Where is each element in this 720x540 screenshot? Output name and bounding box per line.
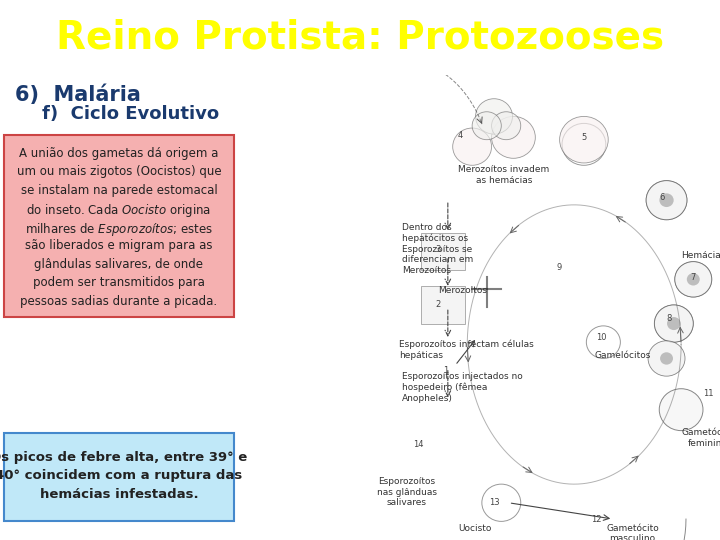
FancyBboxPatch shape	[421, 286, 465, 323]
Text: 4: 4	[457, 131, 463, 139]
Text: hemácias infestadas.: hemácias infestadas.	[40, 488, 198, 501]
Text: milhares de $\bf{\it{Esporozoítos}}$; estes: milhares de $\bf{\it{Esporozoítos}}$; es…	[25, 220, 213, 238]
Text: 14: 14	[413, 440, 424, 449]
Text: podem ser transmitidos para: podem ser transmitidos para	[33, 276, 205, 289]
Text: 11: 11	[703, 389, 713, 398]
Circle shape	[492, 117, 536, 158]
Text: 5: 5	[581, 133, 587, 142]
Text: do inseto. Cada $\bf{\it{Oocisto}}$ origina: do inseto. Cada $\bf{\it{Oocisto}}$ orig…	[27, 202, 212, 219]
Text: 6)  Malária: 6) Malária	[15, 85, 141, 105]
Text: 9: 9	[557, 263, 562, 272]
Text: Merozoítos invadem
as hemácias: Merozoítos invadem as hemácias	[458, 165, 549, 185]
Circle shape	[687, 273, 700, 286]
Text: 12: 12	[591, 515, 601, 524]
Circle shape	[660, 352, 673, 365]
Circle shape	[492, 112, 521, 140]
Text: 10: 10	[595, 333, 606, 342]
Text: pessoas sadias durante a picada.: pessoas sadias durante a picada.	[20, 294, 217, 307]
Text: 13: 13	[489, 498, 500, 507]
Text: 2: 2	[436, 300, 441, 309]
Text: Gametócito
masculino: Gametócito masculino	[606, 524, 659, 540]
Text: são liberados e migram para as: são liberados e migram para as	[25, 239, 212, 252]
Text: A união dos gametas dá origem a: A união dos gametas dá origem a	[19, 146, 219, 159]
Text: um ou mais zigotos (Oocistos) que: um ou mais zigotos (Oocistos) que	[17, 165, 221, 178]
Text: Hemácias: Hemácias	[681, 252, 720, 260]
Text: glândulas salivares, de onde: glândulas salivares, de onde	[35, 258, 204, 271]
Circle shape	[660, 193, 674, 207]
Circle shape	[648, 341, 685, 376]
Text: 40° coincidem com a ruptura das: 40° coincidem com a ruptura das	[0, 469, 243, 482]
Circle shape	[675, 262, 712, 297]
Text: Esporozoítos injectados no
hospedeiro (fêmea
Anopheles): Esporozoítos injectados no hospedeiro (f…	[402, 373, 523, 403]
Circle shape	[453, 128, 492, 165]
Text: Dentro dos
hepatócitos os
Esporozoítos se
diferenciam em
Merozoítos: Dentro dos hepatócitos os Esporozoítos s…	[402, 224, 473, 275]
Text: 1: 1	[443, 366, 448, 375]
FancyBboxPatch shape	[4, 433, 234, 521]
Text: Uocisto: Uocisto	[458, 524, 491, 532]
Text: Os picos de febre alta, entre 39° e: Os picos de febre alta, entre 39° e	[0, 450, 248, 463]
Circle shape	[654, 305, 693, 342]
Circle shape	[472, 112, 501, 140]
Text: Gamelócitos: Gamelócitos	[595, 352, 651, 361]
Circle shape	[667, 317, 680, 330]
Text: f)  Ciclo Evolutivo: f) Ciclo Evolutivo	[42, 105, 219, 123]
Text: 3: 3	[436, 245, 441, 254]
Circle shape	[660, 389, 703, 430]
Text: Reino Protista: Protozooses: Reino Protista: Protozooses	[56, 18, 664, 56]
Circle shape	[559, 117, 608, 163]
FancyBboxPatch shape	[4, 134, 234, 316]
FancyBboxPatch shape	[421, 233, 465, 270]
Text: Gametócito
feminino: Gametócito feminino	[681, 428, 720, 448]
Text: 6: 6	[659, 193, 665, 202]
Text: Esporozoítos infectam células
hepáticas: Esporozoítos infectam células hepáticas	[399, 340, 534, 360]
Text: 8: 8	[666, 314, 672, 323]
Circle shape	[646, 181, 687, 220]
Text: Merozoltos: Merozoltos	[438, 286, 487, 295]
Text: Esporozoítos
nas glânduas
salivares: Esporozoítos nas glânduas salivares	[377, 477, 436, 507]
Circle shape	[475, 99, 513, 134]
Text: se instalam na parede estomacal: se instalam na parede estomacal	[21, 184, 217, 197]
Text: 7: 7	[690, 273, 696, 281]
